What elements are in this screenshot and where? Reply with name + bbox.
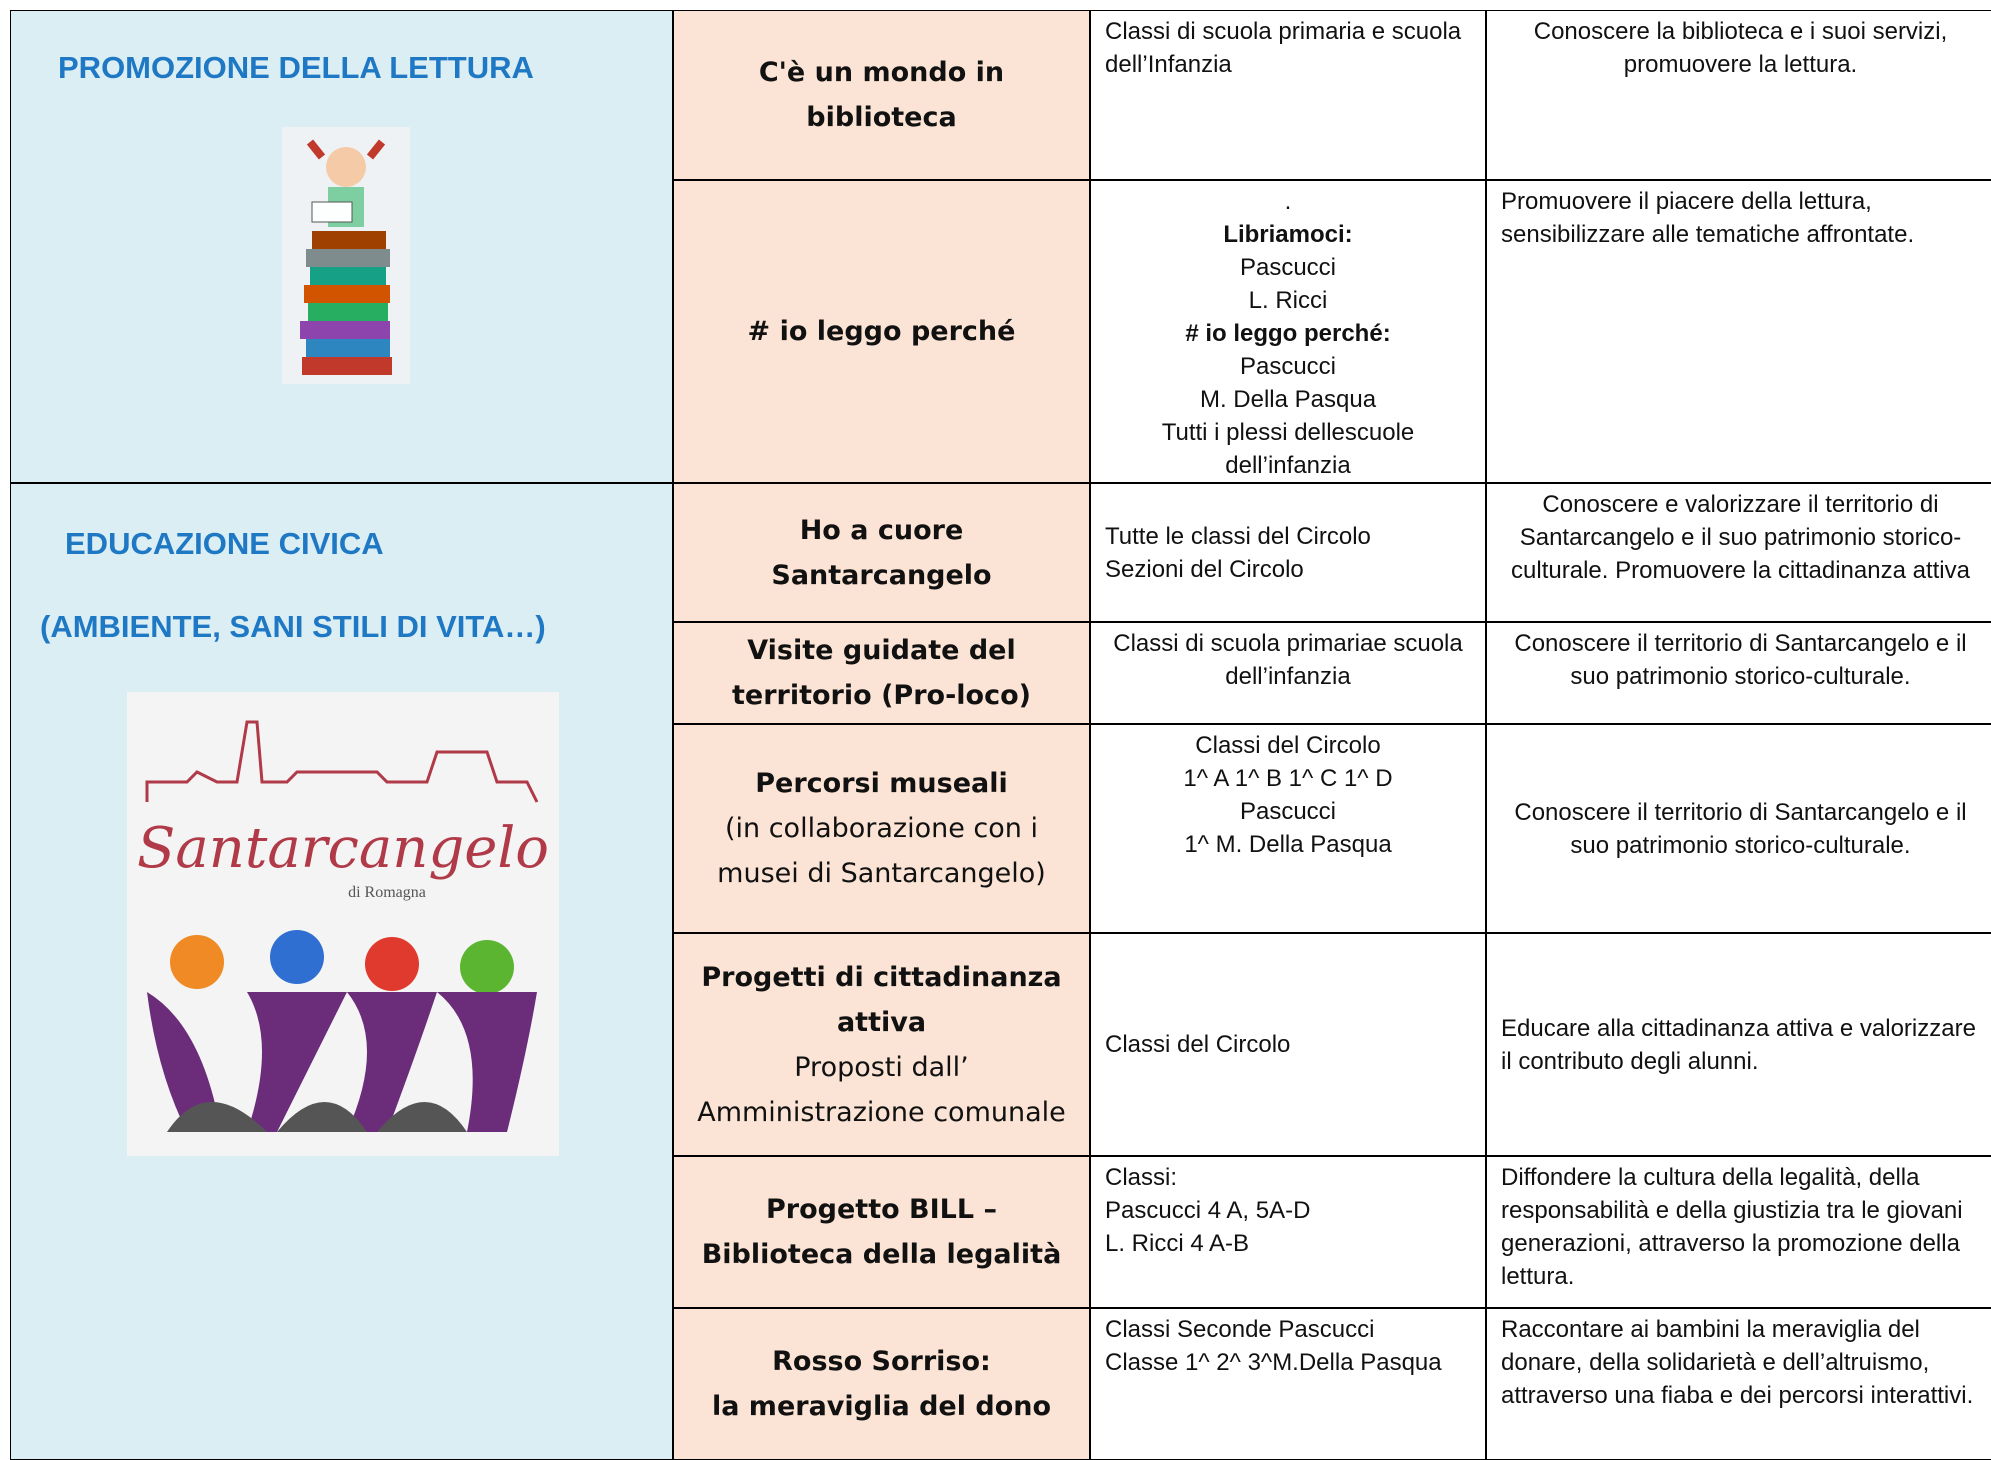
classes-cell: Classi del Circolo — [1090, 933, 1486, 1156]
cell-line: Pascucci — [1239, 254, 1337, 281]
cell-line: Classi di scuola primaria e scuola dell’… — [1105, 18, 1462, 78]
cell-line: Progetto BILL – Biblioteca della legalit… — [701, 1194, 1062, 1270]
goal-cell: Conoscere il territorio di Santarcangelo… — [1486, 622, 1991, 724]
project-cell: Progetti di cittadinanza attiva Proposti … — [673, 933, 1090, 1156]
cell-line: Tutti i plessi dellescuole dell’infanzia — [1161, 419, 1415, 479]
goal-cell: Promuovere il piacere della lettura, sen… — [1486, 180, 1991, 483]
goal-cell: Educare alla cittadinanza attiva e valor… — [1486, 933, 1991, 1156]
cell-line: L. Ricci 4 A-B — [1105, 1230, 1250, 1257]
classes-cell: Classi di scuola primaria e scuola dell’… — [1090, 10, 1486, 180]
classes-cell: Classi di scuola primariae scuola dell’i… — [1090, 622, 1486, 724]
section-title: EDUCAZIONE CIVICA — [65, 526, 384, 561]
cell-line: Pascucci 4 A, 5A-D — [1105, 1197, 1311, 1224]
section-title: PROMOZIONE DELLA LETTURA — [58, 50, 534, 85]
cell-line: 1^ M. Della Pasqua — [1184, 831, 1392, 858]
project-cell: Percorsi museali (in collaborazione con i… — [673, 724, 1090, 933]
cell-line: # io leggo perché: — [1185, 320, 1391, 347]
cell-line: Classi del Circolo — [1195, 732, 1381, 759]
cell-line: L. Ricci — [1248, 287, 1328, 314]
cell-line: Percorsi museali — [755, 768, 1008, 799]
cell-line: Classe 1^ 2^ 3^M.Della Pasqua — [1105, 1349, 1442, 1376]
cell-line: Proposti dall’ Amministrazione comunale — [697, 1051, 1066, 1128]
goal-cell: Raccontare ai bambini la meraviglia del … — [1486, 1308, 1991, 1460]
project-cell: Ho a cuore Santarcangelo — [673, 483, 1090, 622]
classes-cell: Classi del Circolo 1^ A 1^ B 1^ C 1^ D Pas… — [1090, 724, 1486, 933]
cell-line: M. Della Pasqua — [1199, 386, 1377, 413]
cell-line: la meraviglia del dono — [711, 1391, 1052, 1422]
cell-line: Visite guidate del territorio (Pro-loco) — [732, 635, 1031, 711]
project-cell: Visite guidate del territorio (Pro-loco) — [673, 622, 1090, 724]
logo-name: Santarcangelo — [137, 816, 549, 881]
cell-line: Classi Seconde Pascucci — [1105, 1316, 1375, 1343]
cell-line: Classi: — [1105, 1164, 1178, 1191]
goal-cell: Conoscere il territorio di Santarcangelo… — [1486, 724, 1991, 933]
books-image — [282, 127, 410, 384]
goal-cell: Diffondere la cultura della legalità, de… — [1486, 1156, 1991, 1308]
cell-line: Conoscere e valorizzare il territorio di… — [1511, 491, 1970, 584]
classes-cell: Tutte le classi del Circolo Sezioni del C… — [1090, 483, 1486, 622]
cell-line: Sezioni del Circolo — [1105, 555, 1304, 583]
cell-line: . — [1284, 188, 1292, 215]
classes-cell: Classi: Pascucci 4 A, 5A-D L. Ricci 4 A-B — [1090, 1156, 1486, 1308]
cell-line: Diffondere la cultura della legalità, de… — [1501, 1164, 1963, 1290]
cell-line: Rosso Sorriso: — [772, 1346, 991, 1377]
logo-place: di Romagna — [348, 884, 426, 901]
project-cell: Rosso Sorriso: la meraviglia del dono — [673, 1308, 1090, 1460]
cell-line: Progetti di cittadinanza attiva — [701, 961, 1062, 1038]
cell-line: Raccontare ai bambini la meraviglia del … — [1501, 1316, 1974, 1409]
cell-line: C'è un mondo in biblioteca — [758, 57, 1005, 133]
project-cell: C'è un mondo in biblioteca — [673, 10, 1090, 180]
project-cell: Progetto BILL – Biblioteca della legalit… — [673, 1156, 1090, 1308]
cell-line: Classi di scuola primariae scuola dell’i… — [1113, 630, 1463, 690]
cell-line: (in collaborazione con i musei di Santar… — [717, 813, 1046, 889]
cell-line: Conoscere il territorio di Santarcangelo… — [1514, 798, 1967, 859]
classes-cell: Classi Seconde Pascucci Classe 1^ 2^ 3^M.… — [1090, 1308, 1486, 1460]
cell-line: Tutte le classi del Circolo — [1105, 522, 1371, 550]
logo-image: Santarcangelo di Romagna — [127, 692, 559, 1156]
cell-line: Educare alla cittadinanza attiva e valor… — [1501, 1014, 1976, 1075]
cell-line: # io leggo perché — [747, 316, 1016, 347]
cell-line: Ho a cuore Santarcangelo — [771, 514, 992, 591]
cell-line: Pascucci — [1239, 798, 1337, 825]
goal-cell: Conoscere e valorizzare il territorio di… — [1486, 483, 1991, 622]
section-subtitle: (AMBIENTE, SANI STILI DI VITA…) — [40, 609, 546, 644]
cell-line: Pascucci — [1239, 353, 1337, 380]
cell-line: Conoscere il territorio di Santarcangelo… — [1514, 630, 1967, 690]
goal-cell: Conoscere la biblioteca e i suoi servizi… — [1486, 10, 1991, 180]
cell-line: Libriamoci: — [1223, 221, 1353, 248]
project-cell: # io leggo perché — [673, 180, 1090, 483]
cell-line: Conoscere la biblioteca e i suoi servizi… — [1533, 18, 1948, 78]
cell-line: 1^ A 1^ B 1^ C 1^ D — [1183, 765, 1393, 792]
classes-cell: . Libriamoci: Pascucci L. Ricci # io leggo p… — [1090, 180, 1486, 483]
cell-line: Promuovere il piacere della lettura, sen… — [1501, 188, 1915, 248]
cell-line: Classi del Circolo — [1105, 1031, 1291, 1058]
